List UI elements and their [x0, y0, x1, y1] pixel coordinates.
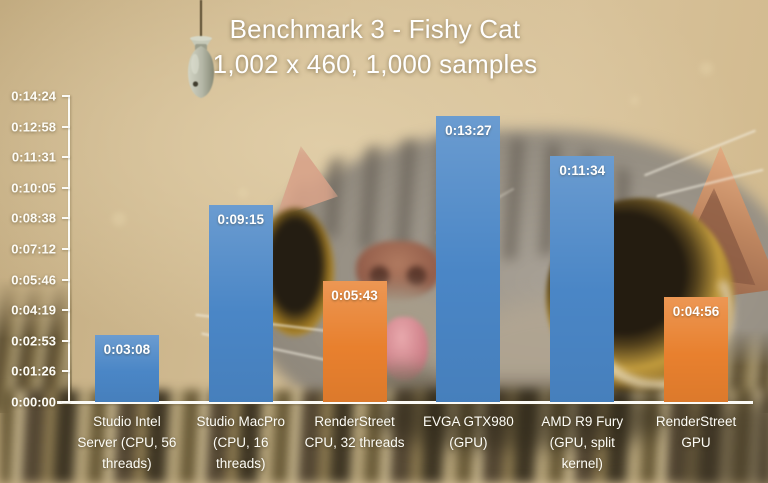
- bar-value-label: 0:11:34: [559, 163, 606, 179]
- bar-value-label: 0:05:43: [331, 287, 378, 303]
- y-tick-label: 0:14:24: [11, 88, 56, 104]
- x-axis-labels: Studio Intel Server (CPU, 56 threads) Stu…: [70, 411, 753, 474]
- plot-area: 0:14:24 0:12:58 0:11:31 0:10:05 0:08:38 0:07:…: [11, 89, 753, 471]
- x-category-label: RenderStreet CPU, 32 threads: [304, 414, 405, 450]
- bar: 0:11:34: [550, 156, 615, 402]
- y-tick-mark: [62, 156, 70, 159]
- chart-title: Benchmark 3 - Fishy Cat: [229, 14, 521, 44]
- x-category-label: RenderStreet GPU: [655, 414, 737, 450]
- y-tick-mark: [62, 309, 70, 312]
- y-tick-label: 0:04:19: [11, 302, 56, 318]
- bar-value-label: 0:09:15: [217, 212, 264, 228]
- y-tick-label: 0:10:05: [11, 180, 56, 196]
- chart-subtitle: 1,002 x 460, 1,000 samples: [212, 49, 538, 79]
- y-tick-mark: [62, 401, 70, 403]
- fishing-line: [200, 0, 202, 44]
- y-tick-label: 0:00:00: [11, 394, 56, 410]
- y-tick-label: 0:08:38: [11, 210, 56, 226]
- x-category-label: Studio Intel Server (CPU, 56 threads): [77, 414, 177, 471]
- bokeh-speck: [112, 212, 126, 226]
- x-category-label: Studio MacPro (CPU, 16 threads): [196, 414, 286, 471]
- bar: 0:03:08: [94, 335, 159, 402]
- y-tick-label: 0:02:53: [11, 333, 56, 349]
- bar-column: 0:05:43: [298, 96, 412, 403]
- bar: 0:13:27: [436, 116, 501, 402]
- bar: 0:04:56: [664, 297, 729, 402]
- x-category-label: AMD R9 Fury (GPU, split kernel): [541, 414, 624, 471]
- y-tick-label: 0:01:26: [11, 363, 56, 379]
- bar-column: 0:11:34: [525, 96, 639, 402]
- bar-column: 0:04:56: [639, 96, 753, 402]
- y-tick-mark: [62, 186, 70, 189]
- x-axis-line: [57, 401, 753, 404]
- y-tick-mark: [62, 278, 70, 281]
- y-tick-mark: [62, 248, 70, 250]
- bar-column: 0:13:27: [411, 96, 525, 402]
- x-category-label: EVGA GTX980 (GPU): [423, 414, 514, 450]
- bokeh-speck: [700, 62, 713, 75]
- grass-shadow: [375, 386, 665, 448]
- bokeh-speck: [238, 188, 248, 198]
- grass-shadow: [680, 400, 768, 483]
- y-tick-mark: [62, 217, 70, 220]
- bar: 0:05:43: [322, 280, 387, 403]
- bokeh-speck: [630, 96, 639, 105]
- y-tick-mark: [62, 370, 70, 373]
- bar-value-label: 0:04:56: [672, 304, 720, 320]
- fishing-lure-icon: [188, 36, 214, 98]
- y-tick-label: 0:07:12: [11, 241, 56, 257]
- bar-value-label: 0:03:08: [103, 342, 151, 358]
- bar: 0:09:15: [208, 205, 273, 402]
- y-tick-mark: [62, 339, 70, 342]
- fishing-lure-icon: [182, 34, 220, 102]
- y-tick-label: 0:12:58: [11, 119, 56, 135]
- bar-column: 0:09:15: [184, 96, 298, 402]
- chart-title-block: Benchmark 3 - Fishy Cat 1,002 x 460, 1,0…: [50, 12, 700, 82]
- y-tick-mark: [62, 95, 70, 97]
- y-tick-label: 0:05:46: [11, 272, 56, 288]
- bar-value-label: 0:13:27: [445, 123, 492, 139]
- y-tick-label: 0:11:31: [11, 149, 56, 165]
- bar-column: 0:03:08: [70, 96, 184, 402]
- bars: 0:03:08 0:09:15 0:05:43 0:13:27 0:11:34 0:04:…: [70, 96, 753, 403]
- y-tick-mark: [62, 125, 70, 128]
